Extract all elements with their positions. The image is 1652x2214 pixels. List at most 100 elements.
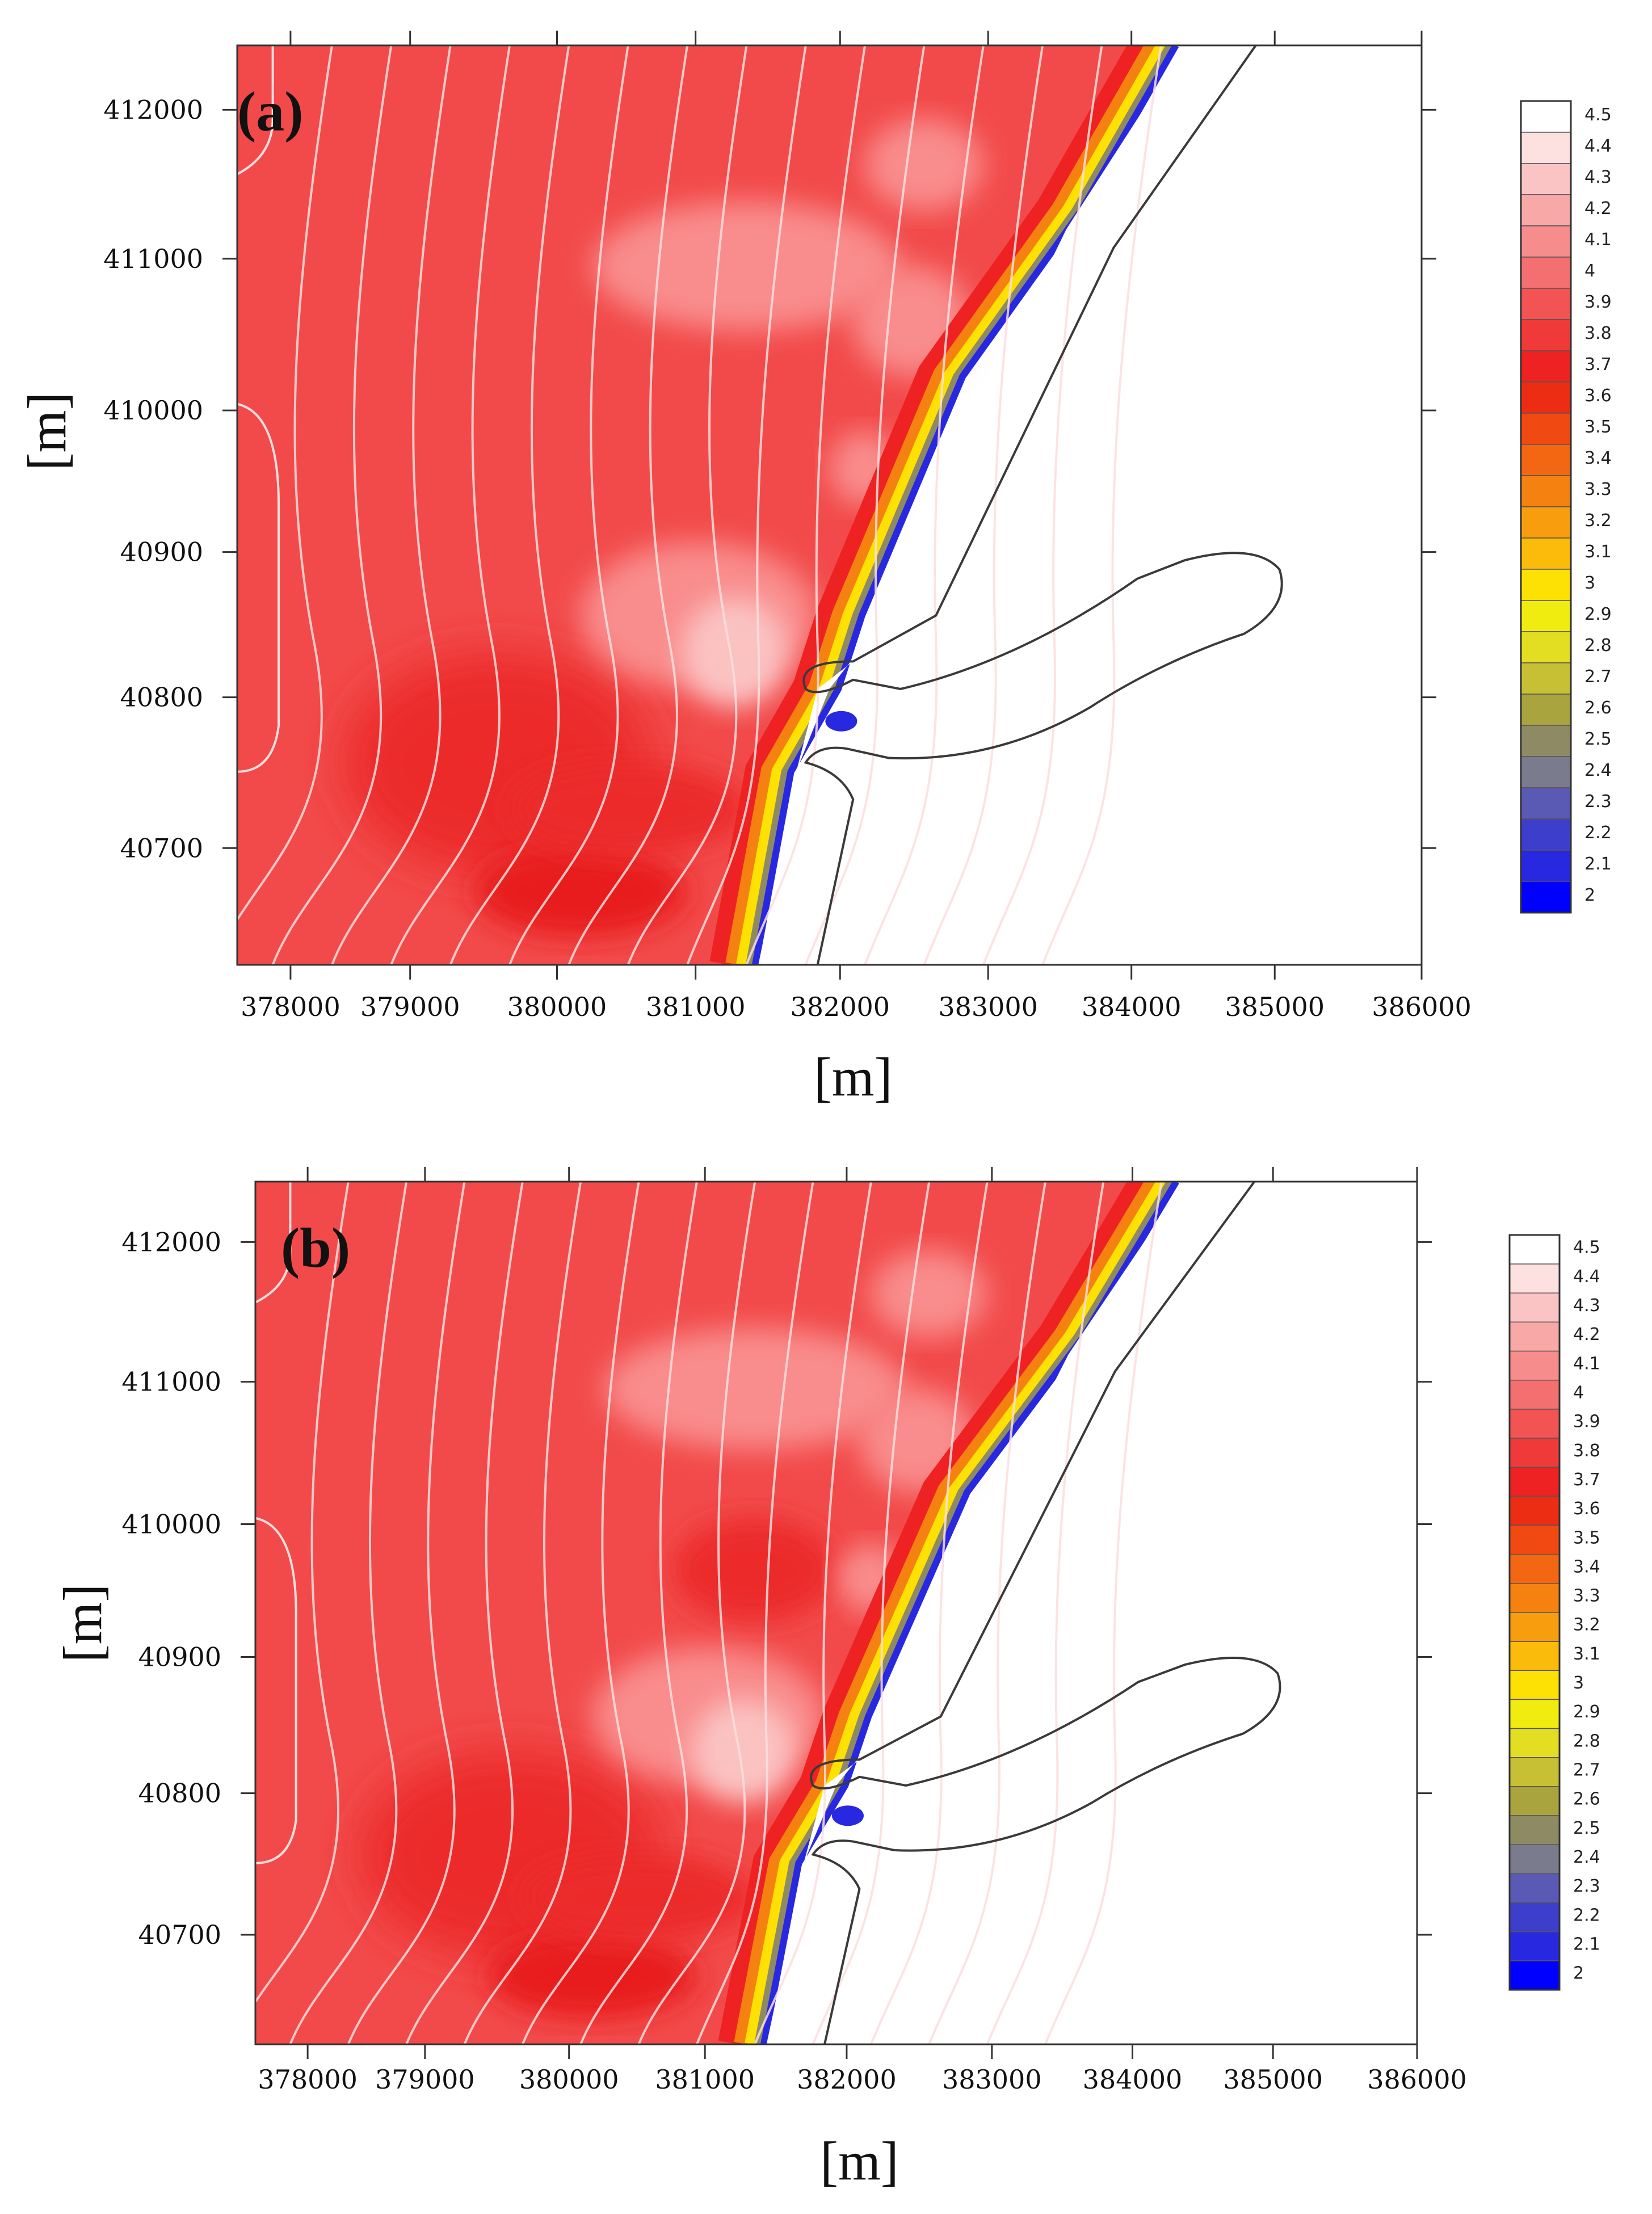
wave-contour bbox=[255, 1182, 350, 2004]
y-tick-label: 40700 bbox=[138, 1919, 221, 1950]
y-tick-label: 411000 bbox=[121, 1367, 221, 1397]
colorbar-swatch bbox=[1520, 132, 1571, 164]
colorbar-label: 3.2 bbox=[1573, 1615, 1600, 1635]
surf-band-yellow bbox=[745, 1182, 1172, 2044]
colorbar-swatch bbox=[1509, 1931, 1560, 1961]
light-zone bbox=[604, 1328, 906, 1450]
colorbar-label: 3.9 bbox=[1573, 1412, 1600, 1432]
colorbar-label: 2.6 bbox=[1584, 698, 1612, 718]
colorbar-label: 4 bbox=[1573, 1383, 1584, 1402]
colorbar-label: 2.1 bbox=[1584, 854, 1612, 874]
colorbar-swatch bbox=[1509, 1467, 1560, 1497]
x-tick-label: 386000 bbox=[1372, 992, 1472, 1022]
wave-contour bbox=[870, 1182, 989, 2044]
colorbar-label: 2.7 bbox=[1584, 667, 1612, 687]
colorbar-swatch bbox=[1509, 1234, 1560, 1264]
wave-contour bbox=[637, 1182, 756, 2044]
colorbar-swatch bbox=[1520, 319, 1571, 351]
wave-contour bbox=[579, 1182, 698, 2044]
colorbar-label: 3.3 bbox=[1573, 1586, 1600, 1606]
x-axis-title: [m] bbox=[820, 2131, 899, 2191]
colorbar-label: 4 bbox=[1584, 261, 1595, 281]
wave-contour bbox=[627, 45, 748, 965]
x-tick-label: 378000 bbox=[241, 992, 341, 1022]
colorbar-swatch bbox=[1520, 288, 1571, 320]
colorbar-label: 3.6 bbox=[1584, 386, 1612, 406]
y-tick-label: 410000 bbox=[103, 395, 203, 426]
wave-height-field bbox=[255, 1182, 1417, 2044]
surf-band-grey bbox=[746, 45, 1174, 965]
colorbar-label: 4.4 bbox=[1573, 1267, 1600, 1287]
colorbar-label: 4.2 bbox=[1584, 199, 1612, 219]
y-tick-label: 411000 bbox=[103, 243, 203, 274]
colorbar-swatch bbox=[1520, 381, 1571, 414]
colorbar-swatch bbox=[1509, 1292, 1560, 1323]
colorbar-label: 3.8 bbox=[1573, 1441, 1600, 1461]
colorbar-swatch bbox=[1520, 444, 1571, 476]
y-axis-title: [m] bbox=[52, 1584, 113, 1663]
colorbar-swatch bbox=[1520, 725, 1571, 757]
colorbar-swatch bbox=[1509, 1583, 1560, 1613]
colorbar-label: 2.8 bbox=[1573, 1731, 1600, 1751]
colorbar-swatch bbox=[1520, 475, 1571, 507]
dark-zone bbox=[474, 845, 688, 938]
colorbar-swatch bbox=[1520, 881, 1571, 913]
y-tick-label: 410000 bbox=[121, 1509, 221, 1539]
wave-contour bbox=[686, 45, 807, 965]
colorbar-label: 4.2 bbox=[1573, 1325, 1600, 1345]
colorbar-label: 4.5 bbox=[1573, 1238, 1600, 1258]
colorbar-label: 2.5 bbox=[1584, 729, 1612, 749]
inlet-plume bbox=[831, 1805, 864, 1826]
colorbar-label: 3.1 bbox=[1584, 542, 1612, 562]
dark-zone bbox=[522, 1854, 755, 1941]
panel-b: 378000 379000 380000 381000 382000 383000 3840… bbox=[52, 1167, 1600, 2191]
colorbar-label: 2 bbox=[1573, 1964, 1584, 1984]
wave-contour bbox=[1044, 1182, 1163, 2044]
colorbar-swatch bbox=[1520, 350, 1571, 383]
land-outline bbox=[810, 1182, 1281, 2044]
colorbar-label: 2 bbox=[1584, 885, 1595, 905]
colorbar-swatch bbox=[1509, 1699, 1560, 1729]
x-tick-label: 383000 bbox=[938, 992, 1038, 1022]
x-tick-label: 380000 bbox=[519, 2064, 619, 2095]
colorbar-swatch bbox=[1509, 1902, 1560, 1932]
colorbar: 4.5 4.4 4.3 4.2 4.1 4 3.9 3.8 3.7 3.6 3.5 3.4 3.3 3.2… bbox=[1520, 100, 1612, 914]
x-tick-label: 383000 bbox=[942, 2064, 1042, 2095]
colorbar-label: 4.3 bbox=[1584, 167, 1612, 187]
y-tick-label: 412000 bbox=[121, 1226, 221, 1257]
colorbar-label: 4.3 bbox=[1573, 1296, 1600, 1316]
colorbar-swatch bbox=[1509, 1553, 1560, 1584]
colorbar-swatch bbox=[1509, 1728, 1560, 1758]
colorbar-swatch bbox=[1520, 194, 1571, 226]
colorbar-label: 3.4 bbox=[1573, 1557, 1600, 1577]
y-tick-label: 40900 bbox=[138, 1642, 221, 1673]
y-tick-label: 40900 bbox=[120, 537, 203, 568]
wave-contour bbox=[568, 45, 689, 965]
colorbar-swatch bbox=[1509, 1786, 1560, 1816]
colorbar-swatch bbox=[1520, 600, 1571, 632]
plot-frame bbox=[254, 1180, 1418, 2045]
colorbar-swatch bbox=[1520, 506, 1571, 539]
wave-contour bbox=[1041, 45, 1162, 965]
x-tick-label: 382000 bbox=[797, 2064, 897, 2095]
colorbar-swatch bbox=[1520, 818, 1571, 851]
wave-contour bbox=[463, 1182, 582, 2044]
colorbar-swatch bbox=[1520, 787, 1571, 820]
colorbar-label: 3.7 bbox=[1573, 1470, 1600, 1490]
wave-contour bbox=[255, 1182, 292, 1304]
wave-contour bbox=[812, 1182, 931, 2044]
land-outline bbox=[802, 45, 1283, 965]
wave-contour bbox=[928, 1182, 1046, 2044]
surf-band-grey bbox=[754, 1182, 1174, 2044]
colorbar-label: 4.4 bbox=[1584, 136, 1612, 156]
surf-band-yellow bbox=[736, 45, 1172, 965]
wave-contour bbox=[237, 45, 274, 175]
y-tick-label: 40700 bbox=[120, 833, 203, 863]
colorbar-label: 3.4 bbox=[1584, 448, 1612, 468]
wave-contour bbox=[745, 45, 867, 965]
wave-contour bbox=[986, 1182, 1105, 2044]
colorbar-label: 2.7 bbox=[1573, 1760, 1600, 1780]
panel-a: 378000 379000 380000 381000 382000 383000 3840… bbox=[16, 31, 1612, 1107]
wave-contour bbox=[289, 1182, 408, 2044]
colorbar-label: 3.6 bbox=[1573, 1499, 1600, 1519]
